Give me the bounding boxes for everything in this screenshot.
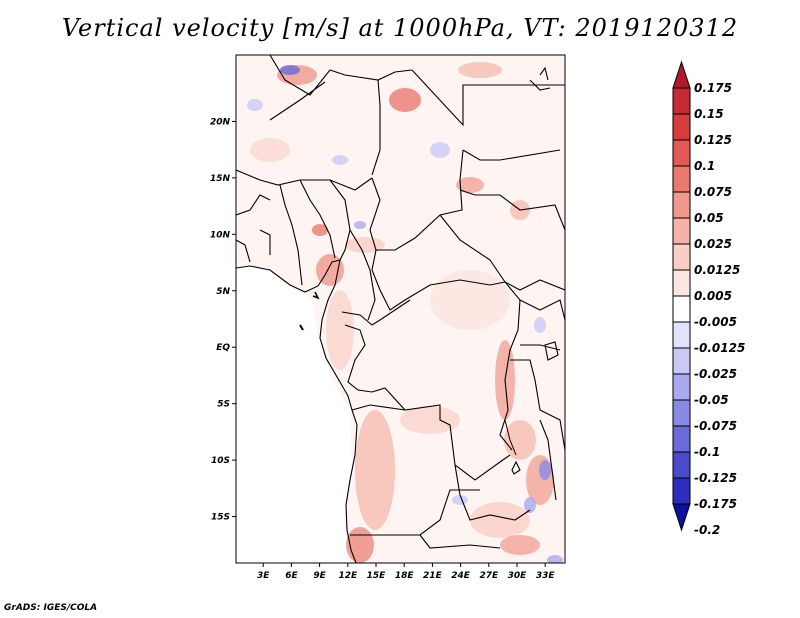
lat-tick-label: 20N	[210, 117, 231, 127]
colorbar-level-label: -0.0125	[694, 341, 745, 355]
colorbar-level-label: 0.005	[694, 289, 732, 303]
lat-tick-label: 15S	[211, 513, 230, 523]
lat-tick-label: 10S	[211, 456, 230, 466]
colorbar: 0.175 0.15 0.125 0.1 0.075 0.05 0.025 0.0125 0.0…	[672, 60, 745, 537]
map-title: Vertical velocity [m/s] at 1000hPa, VT: …	[61, 14, 739, 42]
colorbar-level-label: -0.125	[694, 471, 737, 485]
lon-tick-label: 3E	[257, 571, 270, 581]
lat-tick-label: 5N	[216, 287, 230, 297]
velocity-field	[236, 55, 565, 563]
colorbar-level-label: -0.005	[694, 315, 737, 329]
longitude-axis: 3E 6E 9E 12E 15E 18E 21E 24E 27E 30E 33E	[257, 563, 555, 581]
colorbar-level-label: -0.075	[694, 419, 737, 433]
lat-tick-label: 10N	[210, 230, 231, 240]
colorbar-swatch	[672, 321, 691, 349]
colorbar-swatch	[672, 451, 691, 479]
lon-tick-label: 27E	[479, 571, 499, 581]
map-frame	[235, 54, 566, 564]
lon-tick-label: 21E	[423, 571, 443, 581]
colorbar-swatch	[672, 347, 691, 375]
colorbar-top-arrow	[672, 60, 691, 89]
colorbar-level-label: -0.1	[694, 445, 720, 459]
colorbar-level-label: 0.0125	[694, 263, 740, 277]
lon-tick-label: 12E	[338, 571, 358, 581]
lon-tick-label: 33E	[536, 571, 556, 581]
colorbar-swatch	[672, 295, 691, 323]
lat-tick-label: EQ	[216, 343, 230, 353]
colorbar-level-label: 0.1	[694, 159, 715, 173]
colorbar-level-label: -0.025	[694, 367, 737, 381]
colorbar-level-label: 0.175	[694, 81, 732, 95]
colorbar-swatch	[672, 165, 691, 193]
lon-tick-label: 15E	[367, 571, 387, 581]
colorbar-bottom-arrow	[672, 503, 691, 532]
colorbar-swatch	[672, 113, 691, 141]
country-borders	[236, 55, 565, 563]
colorbar-swatch	[672, 139, 691, 167]
colorbar-level-label: 0.075	[694, 185, 732, 199]
lat-tick-label: 15N	[210, 174, 231, 184]
colorbar-swatch	[672, 399, 691, 427]
colorbar-swatch	[672, 243, 691, 271]
colorbar-level-label: -0.05	[694, 393, 729, 407]
colorbar-level-label: 0.15	[694, 107, 724, 121]
lon-tick-label: 18E	[395, 571, 415, 581]
lon-tick-label: 9E	[313, 571, 326, 581]
colorbar-swatch	[672, 87, 691, 115]
colorbar-swatch	[672, 373, 691, 401]
colorbar-level-label: 0.125	[694, 133, 732, 147]
colorbar-level-label: -0.2	[694, 523, 720, 537]
colorbar-level-label: -0.175	[694, 497, 737, 511]
colorbar-swatch	[672, 477, 691, 505]
grads-credit: GrADS: IGES/COLA	[4, 603, 98, 613]
colorbar-swatch	[672, 191, 691, 219]
colorbar-swatch	[672, 269, 691, 297]
colorbar-level-label: 0.025	[694, 237, 732, 251]
lon-tick-label: 6E	[285, 571, 298, 581]
colorbar-level-label: 0.05	[694, 211, 724, 225]
colorbar-swatch	[672, 217, 691, 245]
lat-tick-label: 5S	[217, 400, 230, 410]
lon-tick-label: 24E	[451, 571, 471, 581]
lon-tick-label: 30E	[508, 571, 528, 581]
latitude-axis: 20N 15N 10N 5N EQ 5S 10S 15S	[210, 117, 236, 523]
colorbar-swatch	[672, 425, 691, 453]
